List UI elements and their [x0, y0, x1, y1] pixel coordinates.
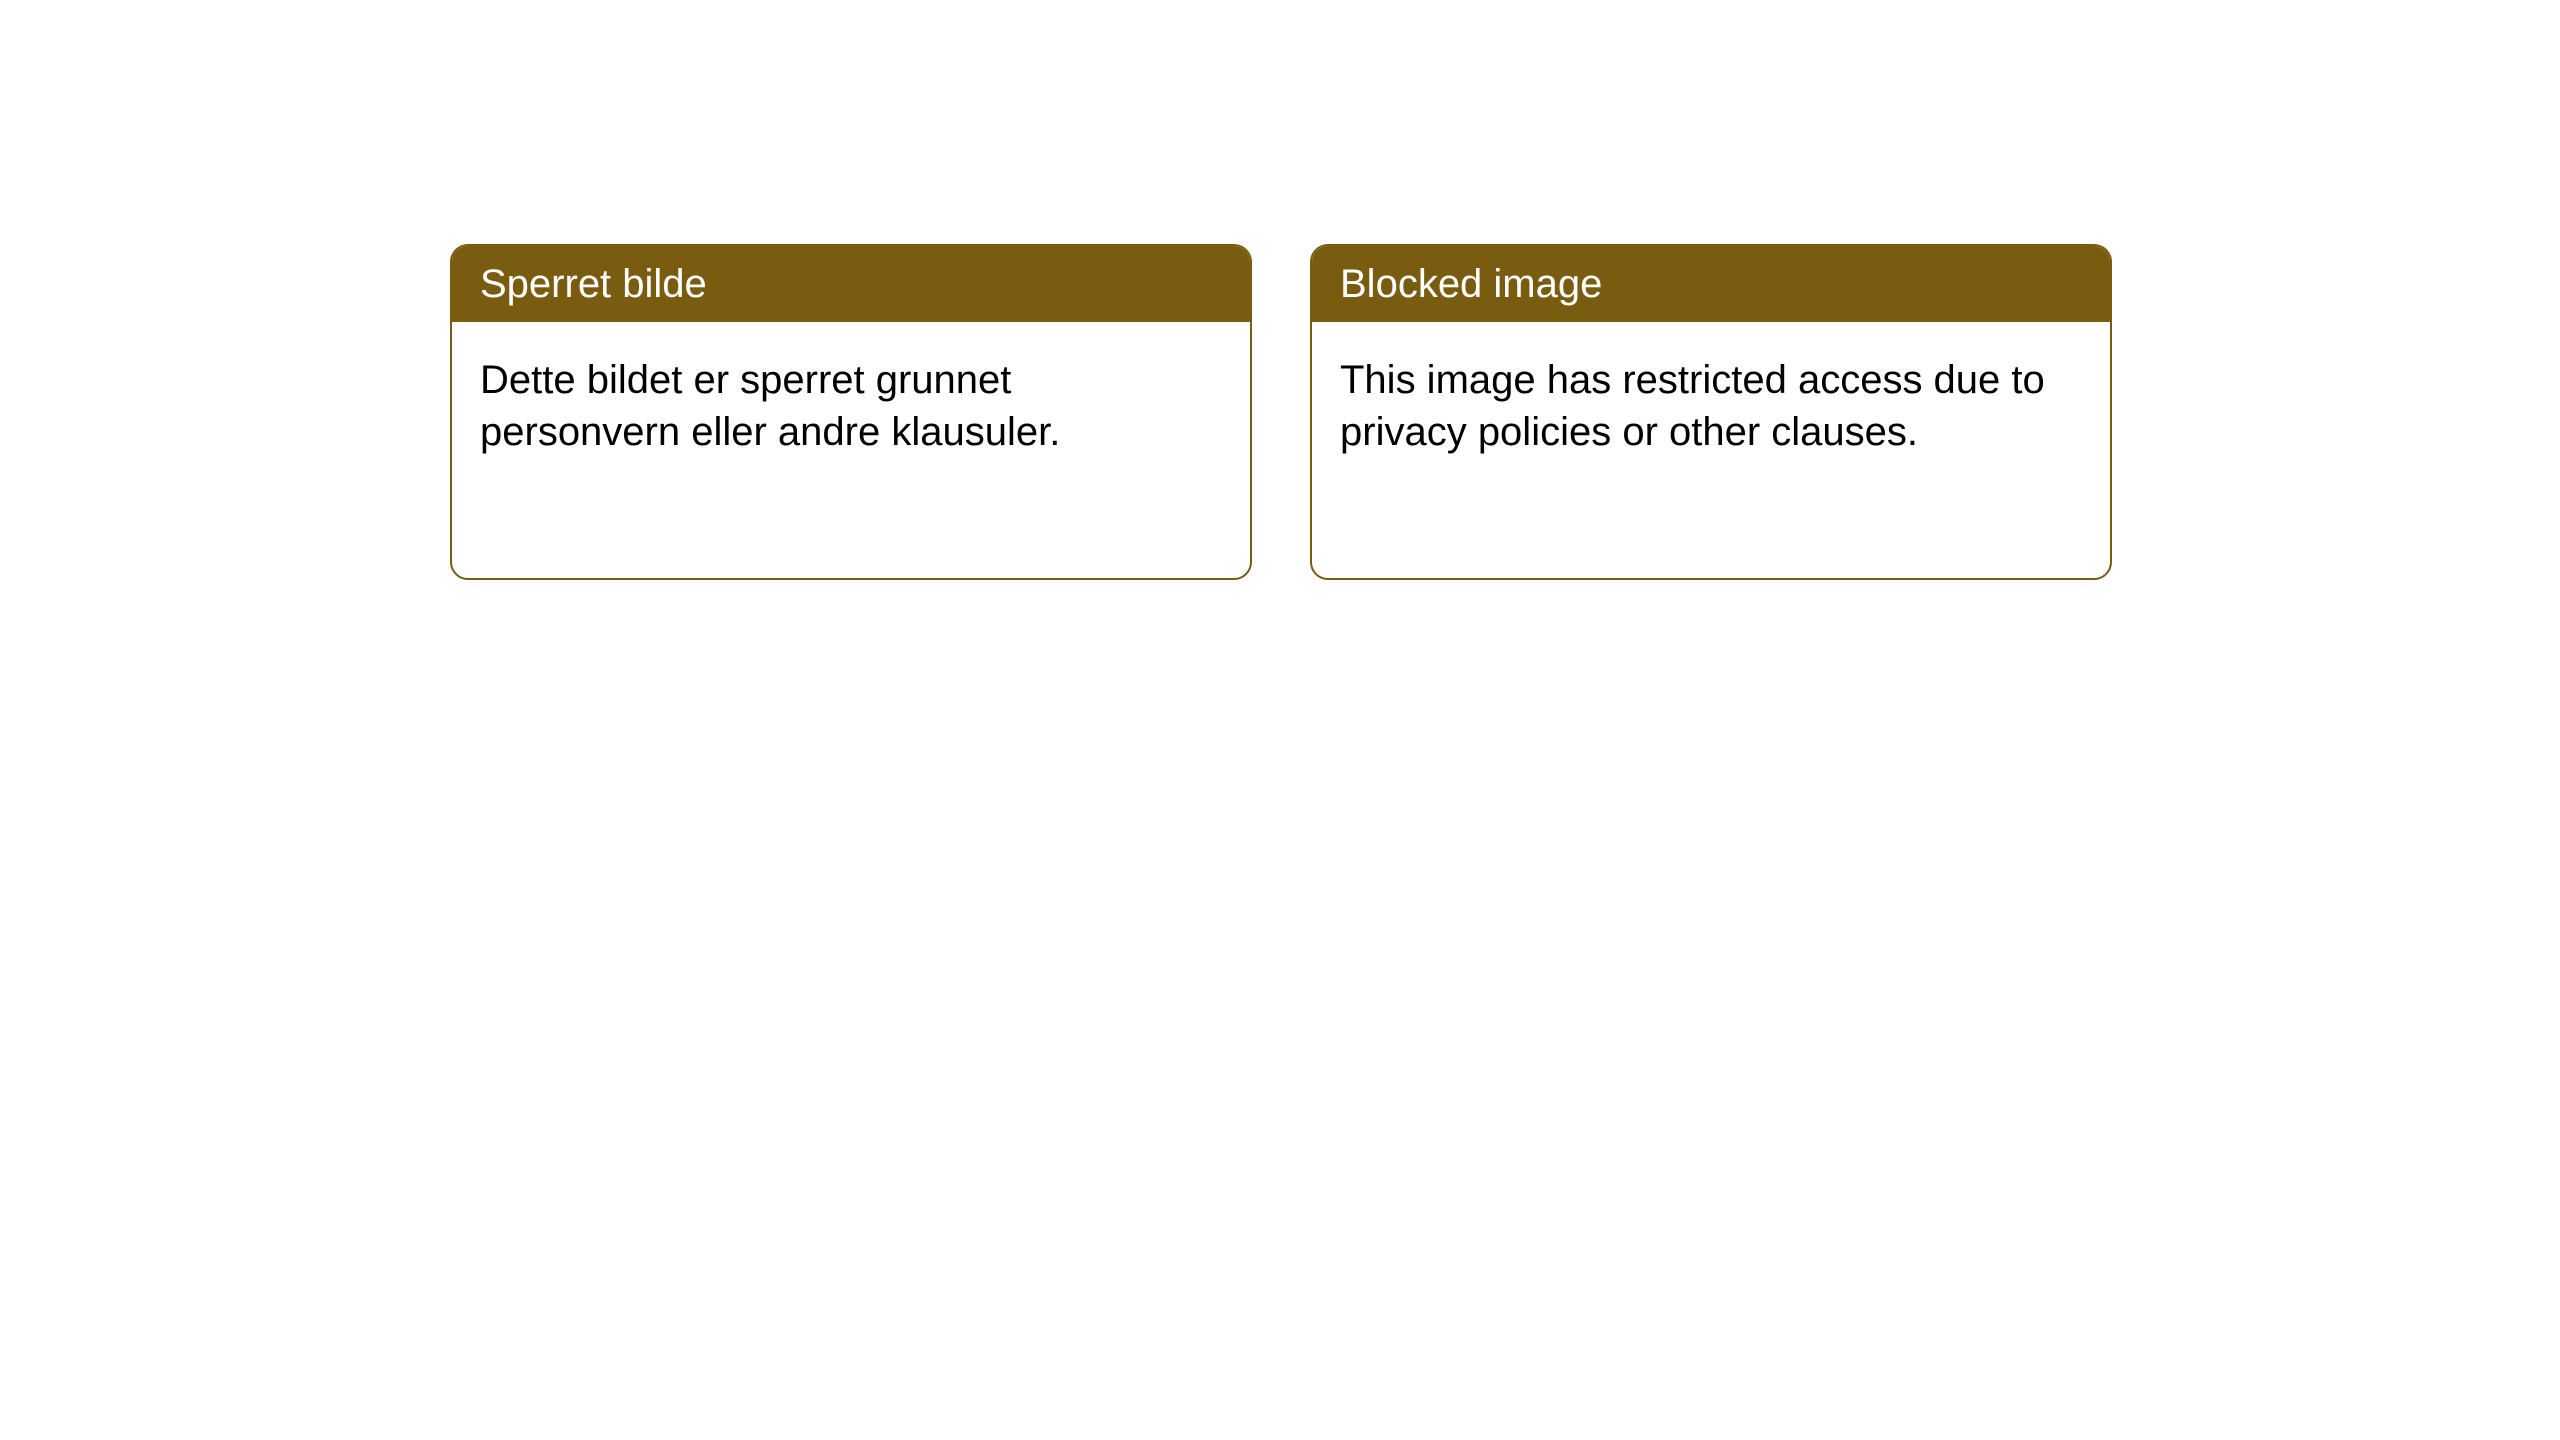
blocked-image-card-norwegian: Sperret bilde Dette bildet er sperret gr…	[450, 244, 1252, 580]
card-header: Sperret bilde	[452, 246, 1250, 322]
card-header: Blocked image	[1312, 246, 2110, 322]
card-body-text: Dette bildet er sperret grunnet personve…	[480, 358, 1060, 454]
card-body: This image has restricted access due to …	[1312, 322, 2110, 490]
card-body: Dette bildet er sperret grunnet personve…	[452, 322, 1250, 490]
card-title: Sperret bilde	[480, 262, 707, 306]
blocked-image-card-english: Blocked image This image has restricted …	[1310, 244, 2112, 580]
card-title: Blocked image	[1340, 262, 1602, 306]
card-body-text: This image has restricted access due to …	[1340, 358, 2045, 454]
cards-container: Sperret bilde Dette bildet er sperret gr…	[0, 0, 2560, 580]
